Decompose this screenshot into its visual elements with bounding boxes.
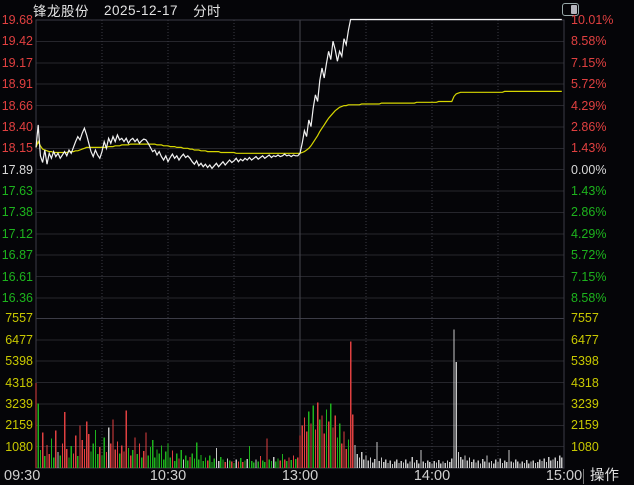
volume-tick-label: 1080 — [5, 439, 33, 454]
action-button[interactable]: 操作 — [590, 468, 619, 484]
stock-name: 锋龙股份 — [33, 4, 89, 19]
time-axis-divider — [583, 469, 584, 484]
time-tick-label: 10:30 — [149, 468, 187, 484]
pct-tick-label: 2.86% — [571, 119, 607, 134]
pct-tick-label: 4.29% — [571, 98, 607, 113]
pct-tick-label: 4.29% — [571, 226, 607, 241]
avg-line — [35, 90, 562, 154]
time-tick-label: 13:00 — [281, 468, 319, 484]
volume-tick-label: 4318 — [5, 375, 33, 390]
pct-tick-label: 5.72% — [571, 77, 607, 92]
volume-tick-label: 7557 — [5, 311, 33, 326]
price-tick-label: 17.89 — [1, 162, 33, 177]
volume-tick-label: 2159 — [5, 418, 33, 433]
price-tick-label: 16.87 — [1, 248, 33, 263]
price-tick-label: 18.66 — [1, 98, 33, 113]
price-line — [35, 18, 562, 170]
price-tick-label: 19.17 — [1, 55, 33, 70]
volume-tick-label: 5398 — [5, 354, 33, 369]
pct-tick-label: 7.15% — [571, 55, 607, 70]
volume-tick-label: 7557 — [571, 311, 599, 326]
chart-date: 2025-12-17 — [104, 2, 179, 18]
pct-tick-label: 8.58% — [571, 290, 607, 305]
price-tick-label: 18.40 — [1, 119, 33, 134]
time-tick-label: 14:00 — [413, 468, 451, 484]
pct-tick-label: 7.15% — [571, 269, 607, 284]
pct-tick-label: 5.72% — [571, 248, 607, 263]
time-tick-label: 15:00 — [545, 468, 583, 484]
pct-tick-label: 0.00% — [571, 162, 607, 177]
price-tick-label: 19.68 — [1, 13, 33, 27]
price-tick-label: 18.91 — [1, 77, 33, 92]
volume-tick-label: 2159 — [571, 418, 599, 433]
price-tick-label: 16.61 — [1, 269, 33, 284]
price-tick-label: 16.36 — [1, 290, 33, 305]
panel-toggle-icon-fill — [571, 5, 577, 14]
price-tick-label: 17.63 — [1, 184, 33, 199]
volume-tick-label: 4318 — [571, 375, 599, 390]
volume-tick-label: 5398 — [571, 354, 599, 369]
volume-tick-label: 3239 — [571, 396, 599, 411]
pct-tick-label: 10.01% — [571, 13, 614, 27]
volume-tick-label: 1080 — [571, 439, 599, 454]
pct-tick-label: 2.86% — [571, 205, 607, 220]
price-tick-label: 17.38 — [1, 205, 33, 220]
volume-tick-label: 6477 — [571, 332, 599, 347]
pct-tick-label: 1.43% — [571, 141, 607, 156]
price-tick-label: 19.42 — [1, 34, 33, 49]
volume-tick-label: 6477 — [5, 332, 33, 347]
volume-tick-label: 3239 — [5, 396, 33, 411]
pct-tick-label: 1.43% — [571, 184, 607, 199]
chart-type-label: 分时 — [193, 4, 222, 19]
pct-tick-label: 8.58% — [571, 34, 607, 49]
price-tick-label: 18.15 — [1, 141, 33, 156]
time-tick-label: 09:30 — [4, 468, 41, 484]
panel-toggle-icon[interactable] — [562, 3, 579, 16]
chart-header: 锋龙股份 2025-12-17 分时 — [33, 1, 222, 20]
price-tick-label: 17.12 — [1, 226, 33, 241]
